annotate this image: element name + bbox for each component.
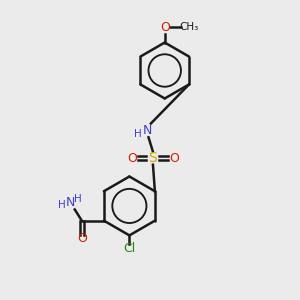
Text: H: H <box>58 200 66 210</box>
Text: O: O <box>127 152 137 165</box>
Text: H: H <box>134 129 142 139</box>
Text: O: O <box>169 152 179 165</box>
Text: S: S <box>148 151 157 165</box>
Text: N: N <box>142 124 152 137</box>
Text: Cl: Cl <box>123 242 136 255</box>
Text: O: O <box>77 232 87 245</box>
Text: H: H <box>74 194 82 204</box>
Text: O: O <box>160 21 170 34</box>
Text: N: N <box>65 196 75 209</box>
Text: CH₃: CH₃ <box>179 22 199 32</box>
